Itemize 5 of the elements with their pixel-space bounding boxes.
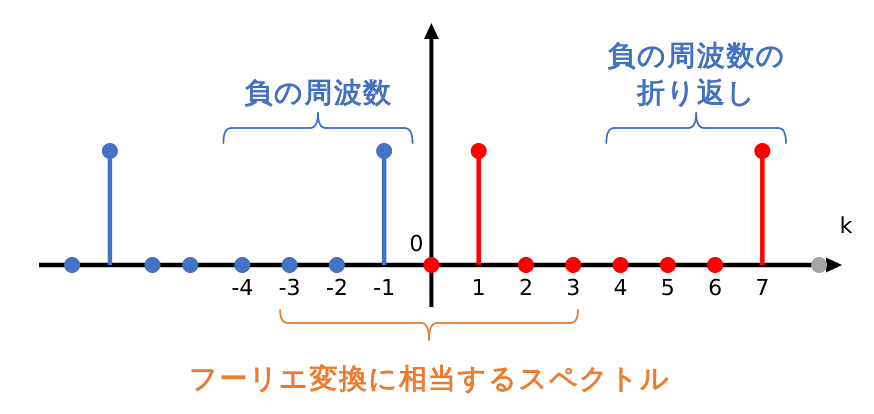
annotation: 負の周波数 (244, 76, 393, 110)
annotation: 0 (409, 232, 424, 257)
annotation: 負の周波数の折り返し (608, 39, 786, 110)
x-label: k (840, 214, 852, 239)
annotation: フーリエ変換に相当するスペクトル (189, 362, 670, 396)
